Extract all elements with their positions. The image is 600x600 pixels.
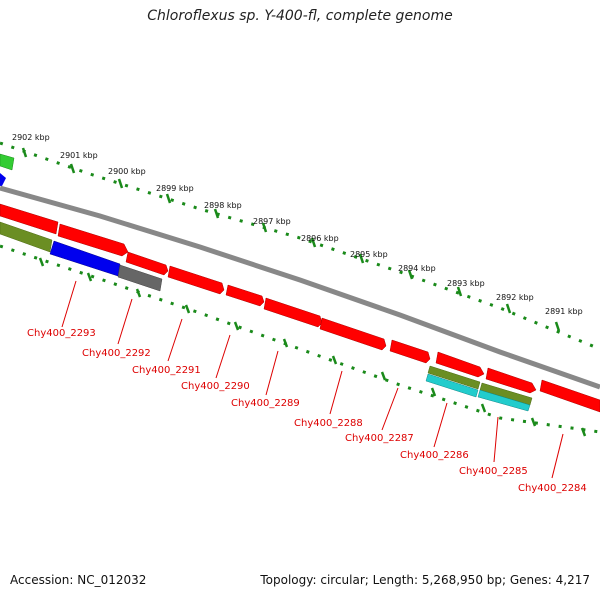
kbp-labels: 2902 kbp 2901 kbp 2900 kbp 2899 kbp 2898… xyxy=(12,133,583,316)
gene-label: Chy400_2288 xyxy=(294,418,363,429)
outer-ticks xyxy=(21,147,561,332)
gene-label: Chy400_2285 xyxy=(459,466,528,477)
kbp-label: 2897 kbp xyxy=(253,217,291,226)
kbp-label: 2894 kbp xyxy=(398,264,436,273)
gene-cyan-2286 xyxy=(425,373,479,398)
inner-ticks xyxy=(38,257,587,437)
gene-label: Chy400_2289 xyxy=(231,398,300,409)
kbp-label: 2900 kbp xyxy=(108,167,146,176)
gene-arrow xyxy=(263,297,323,328)
forward-genes xyxy=(0,203,600,413)
gene-blue-fragment xyxy=(0,173,6,186)
kbp-label: 2898 kbp xyxy=(204,201,242,210)
gene-olive-2286 xyxy=(427,365,481,390)
genome-backbone xyxy=(0,185,600,390)
gene-label: Chy400_2293 xyxy=(27,328,96,339)
gene-arrow xyxy=(167,265,225,295)
gene-arrow xyxy=(0,203,59,235)
map-title: Chloroflexus sp. Y-400-fl, complete geno… xyxy=(147,8,453,24)
gene-olive-left xyxy=(0,221,53,253)
gene-arrow xyxy=(57,223,129,257)
gene-arrow xyxy=(539,379,600,413)
gene-labels: Chy400_2293 Chy400_2292 Chy400_2291 Chy4… xyxy=(27,328,587,494)
gene-label: Chy400_2291 xyxy=(132,365,201,376)
accession-label: Accession: NC_012032 xyxy=(10,573,147,587)
gene-cyan-2285 xyxy=(477,389,531,412)
gene-arrow xyxy=(319,317,387,351)
gene-label: Chy400_2284 xyxy=(518,483,587,494)
gene-label: Chy400_2290 xyxy=(181,381,250,392)
gene-label: Chy400_2287 xyxy=(345,433,414,444)
kbp-label: 2891 kbp xyxy=(545,307,583,316)
kbp-label: 2895 kbp xyxy=(350,250,388,259)
gene-arrow xyxy=(485,367,537,394)
gene-arrow xyxy=(389,339,431,364)
gene-arrow xyxy=(435,351,485,378)
outer-dotted-ring xyxy=(0,141,600,351)
kbp-label: 2893 kbp xyxy=(447,279,485,288)
gene-gray xyxy=(117,264,163,292)
topology-label: Topology: circular; Length: 5,268,950 bp… xyxy=(260,573,590,587)
inner-dotted-ring xyxy=(0,244,600,434)
kbp-label: 2892 kbp xyxy=(496,293,534,302)
gene-arrow xyxy=(125,251,169,276)
kbp-label: 2899 kbp xyxy=(156,184,194,193)
kbp-label: 2901 kbp xyxy=(60,151,98,160)
kbp-label: 2902 kbp xyxy=(12,133,50,142)
gene-callout-lines xyxy=(61,280,564,479)
gene-label: Chy400_2292 xyxy=(82,348,151,359)
gene-label: Chy400_2286 xyxy=(400,450,469,461)
gene-green-fragment xyxy=(0,153,15,171)
kbp-label: 2896 kbp xyxy=(301,234,339,243)
gene-arrow xyxy=(225,284,265,307)
